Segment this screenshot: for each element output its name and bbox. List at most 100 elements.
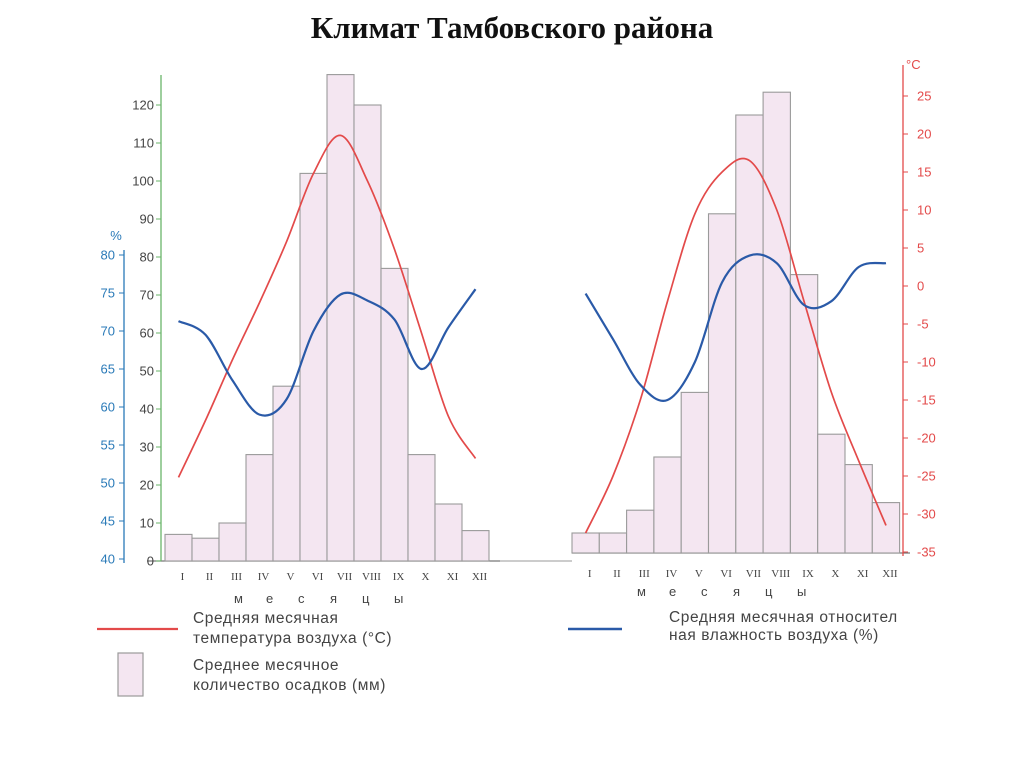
month-label: XI [857,568,869,580]
months-caption: е [669,584,676,599]
legend-precip-swatch [117,652,144,697]
temperature-tick-label: -10 [917,355,936,370]
precip-bar [299,172,328,562]
precip-bar [326,74,355,562]
pct-tick-label: 55 [101,438,115,453]
month-label: II [613,568,621,580]
temperature-tick-label: -25 [917,469,936,484]
month-label: VI [720,568,732,580]
pct-tick-label: 70 [101,324,115,339]
temperature-tick-label: -35 [917,545,936,560]
months-caption: ы [797,584,806,599]
pct-tick-label: 60 [101,400,115,415]
precip-bar [245,454,274,562]
temperature-line [584,157,887,534]
temperature-tick-label: 20 [917,127,931,142]
mm-tick-label: 20 [140,478,154,493]
precip-bar [871,502,901,554]
precip-bar [407,454,436,562]
mm-tick-label: 60 [140,326,154,341]
temperature-tick-label: 5 [917,241,924,256]
precip-bar [680,391,710,554]
temperature-line [177,134,477,478]
legend-humidity-line2: ная влажность воздуха (%) [669,627,879,644]
pct-tick-label: 80 [101,248,115,263]
month-label: IX [393,571,405,583]
month-label: IV [258,571,270,583]
month-label: V [695,568,703,580]
pct-unit-label: % [110,228,122,243]
month-label: VII [746,568,762,580]
precip-bar [735,114,764,554]
humidity-line [584,253,887,402]
months-caption: м [637,584,646,599]
mm-tick-label: 110 [133,136,154,151]
temperature-tick-label: 15 [917,165,931,180]
mm-tick-label: 120 [132,98,154,113]
mm-tick-label: 80 [140,250,154,265]
mm-tick-label: 70 [140,288,154,303]
pct-tick-label: 45 [101,514,115,529]
precip-bar [789,274,819,554]
month-label: I [181,571,185,583]
mm-tick-label: 40 [140,402,154,417]
mm-tick-label: 100 [132,174,154,189]
precip-bar [434,503,463,562]
temperature-tick-label: 0 [917,279,924,294]
temperature-tick-label: 25 [917,89,931,104]
pct-tick-label: 65 [101,362,115,377]
month-label: II [206,571,214,583]
month-label: VIII [362,571,381,583]
temperature-unit-label: °C [906,57,921,72]
months-caption: я [330,591,337,606]
precip-bar [191,537,220,562]
mm-tick-label: 10 [140,516,154,531]
month-label: X [422,571,430,583]
legend-temperature-line2: температура воздуха (°С) [193,630,392,647]
month-label: IV [666,568,678,580]
month-label: V [287,571,295,583]
legend-precip-line1: Среднее месячное [193,657,339,674]
temperature-tick-label: -30 [917,507,936,522]
legend-humidity-line1: Средняя месячная относител [669,609,898,626]
pct-tick-label: 75 [101,286,115,301]
mm-tick-label: 50 [140,364,154,379]
precip-bar [571,532,600,554]
legend-precip-line2: количество осадков (мм) [193,677,386,694]
precip-bar [817,433,846,554]
mm-tick-label: 0 [147,554,154,569]
legend-temperature-line1: Средняя месячная [193,610,338,627]
precip-bar [653,456,682,554]
months-caption: ц [362,591,370,606]
month-label: III [639,568,650,580]
precip-bar [218,522,247,562]
month-label: VIII [771,568,790,580]
months-caption: ы [394,591,403,606]
precip-bar [380,267,409,562]
months-caption: ц [765,584,773,599]
month-label: IX [802,568,814,580]
month-label: XI [447,571,459,583]
temperature-tick-label: -5 [917,317,929,332]
temperature-tick-label: 10 [917,203,931,218]
precip-bar [164,533,193,562]
precip-bar [844,464,873,554]
humidity-line [178,288,477,417]
months-caption: с [701,584,708,599]
month-label: X [831,568,839,580]
months-caption: е [266,591,273,606]
precip-bar [762,91,791,554]
temperature-tick-label: -15 [917,393,936,408]
page-title: Климат Тамбовского района [310,10,714,45]
precip-bar [461,530,490,562]
pct-tick-label: 50 [101,476,115,491]
precip-bar [598,532,628,554]
mm-tick-label: 30 [140,440,154,455]
month-label: I [588,568,592,580]
month-label: VII [337,571,353,583]
month-label: VI [312,571,324,583]
month-label: XII [472,571,488,583]
month-label: III [231,571,242,583]
